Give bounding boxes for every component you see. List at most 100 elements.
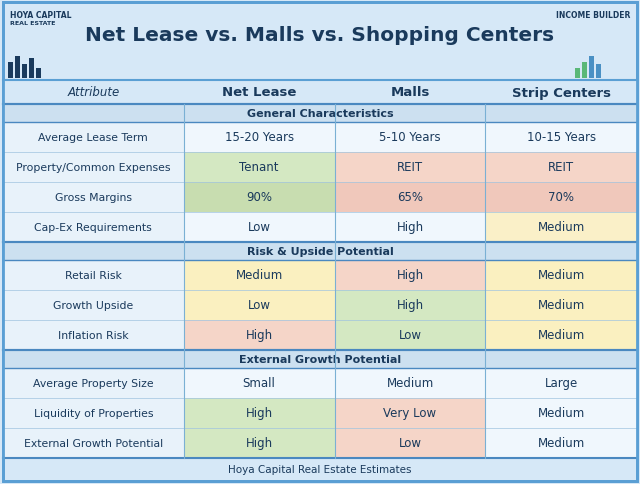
Bar (15, 57, 20, 79)
Text: Growth Upside: Growth Upside (53, 301, 134, 310)
Text: Medium: Medium (538, 437, 585, 450)
Bar (486, 320, 637, 350)
Text: 5-10 Years: 5-10 Years (380, 131, 441, 144)
Text: Medium: Medium (538, 299, 585, 312)
Text: Hoya Capital Real Estate Estimates: Hoya Capital Real Estate Estimates (228, 464, 412, 474)
Bar (589, 57, 594, 79)
Bar (36, 69, 41, 79)
Bar (3, 428, 184, 458)
Text: Strip Centers: Strip Centers (512, 86, 611, 99)
Text: Small: Small (243, 377, 276, 390)
Bar (3, 350, 637, 368)
Text: High: High (396, 221, 424, 234)
Bar (335, 123, 486, 152)
Bar (486, 152, 637, 182)
Bar (184, 320, 335, 350)
Bar (335, 182, 486, 212)
Text: High: High (246, 329, 273, 342)
Text: Low: Low (399, 329, 422, 342)
Bar (335, 212, 486, 242)
Text: High: High (246, 437, 273, 450)
Bar (486, 260, 637, 290)
Bar (486, 428, 637, 458)
Bar (3, 81, 637, 105)
Text: Medium: Medium (538, 221, 585, 234)
Text: Retail Risk: Retail Risk (65, 271, 122, 280)
Bar (184, 212, 335, 242)
Bar (486, 123, 637, 152)
Bar (335, 290, 486, 320)
Text: High: High (396, 269, 424, 282)
Bar (335, 428, 486, 458)
Bar (184, 123, 335, 152)
Bar (3, 368, 184, 398)
Text: 70%: 70% (548, 191, 574, 204)
Text: 65%: 65% (397, 191, 423, 204)
Text: General Characteristics: General Characteristics (246, 109, 394, 119)
Text: External Growth Potential: External Growth Potential (24, 438, 163, 448)
Bar (3, 290, 184, 320)
Bar (3, 182, 184, 212)
Bar (3, 260, 184, 290)
Text: Gross Margins: Gross Margins (55, 193, 132, 203)
Text: INCOME BUILDER: INCOME BUILDER (556, 11, 630, 20)
Bar (184, 182, 335, 212)
Bar (486, 398, 637, 428)
Text: Risk & Upside Potential: Risk & Upside Potential (246, 246, 394, 257)
Bar (582, 63, 587, 79)
Text: 10-15 Years: 10-15 Years (527, 131, 596, 144)
Text: Attribute: Attribute (67, 86, 120, 99)
Bar (335, 320, 486, 350)
Text: Average Lease Term: Average Lease Term (38, 133, 148, 143)
Bar (184, 428, 335, 458)
Bar (3, 152, 184, 182)
Bar (184, 398, 335, 428)
Bar (486, 290, 637, 320)
Bar (335, 260, 486, 290)
Bar (184, 290, 335, 320)
Text: Low: Low (399, 437, 422, 450)
Bar (335, 398, 486, 428)
Bar (486, 212, 637, 242)
Text: Cap-Ex Requirements: Cap-Ex Requirements (35, 223, 152, 232)
Text: Very Low: Very Low (383, 407, 436, 420)
Bar (486, 368, 637, 398)
Bar (486, 182, 637, 212)
Text: Medium: Medium (236, 269, 283, 282)
Text: Net Lease: Net Lease (222, 86, 296, 99)
Text: REAL ESTATE: REAL ESTATE (10, 21, 56, 26)
Bar (3, 398, 184, 428)
Text: REIT: REIT (397, 161, 423, 174)
Bar (596, 65, 601, 79)
Bar (335, 368, 486, 398)
Bar (575, 69, 580, 79)
Bar (184, 260, 335, 290)
Text: Liquidity of Properties: Liquidity of Properties (33, 408, 153, 418)
Bar (3, 242, 637, 260)
Text: REIT: REIT (548, 161, 574, 174)
Text: High: High (396, 299, 424, 312)
Text: Medium: Medium (538, 329, 585, 342)
Text: Low: Low (248, 221, 271, 234)
Bar (3, 123, 184, 152)
Text: Inflation Risk: Inflation Risk (58, 330, 129, 340)
Text: Malls: Malls (390, 86, 429, 99)
Text: Large: Large (545, 377, 578, 390)
Bar (29, 59, 34, 79)
Bar (184, 152, 335, 182)
Text: 15-20 Years: 15-20 Years (225, 131, 294, 144)
Text: High: High (246, 407, 273, 420)
Text: HOYA CAPITAL: HOYA CAPITAL (10, 11, 72, 20)
Text: Tenant: Tenant (239, 161, 279, 174)
Text: Low: Low (248, 299, 271, 312)
Bar (3, 320, 184, 350)
Text: Average Property Size: Average Property Size (33, 378, 154, 388)
Bar (184, 368, 335, 398)
Bar (22, 65, 27, 79)
Text: 90%: 90% (246, 191, 272, 204)
Bar (3, 212, 184, 242)
Bar (3, 105, 637, 123)
Bar (8, 63, 13, 79)
Text: Medium: Medium (387, 377, 434, 390)
Text: Medium: Medium (538, 407, 585, 420)
